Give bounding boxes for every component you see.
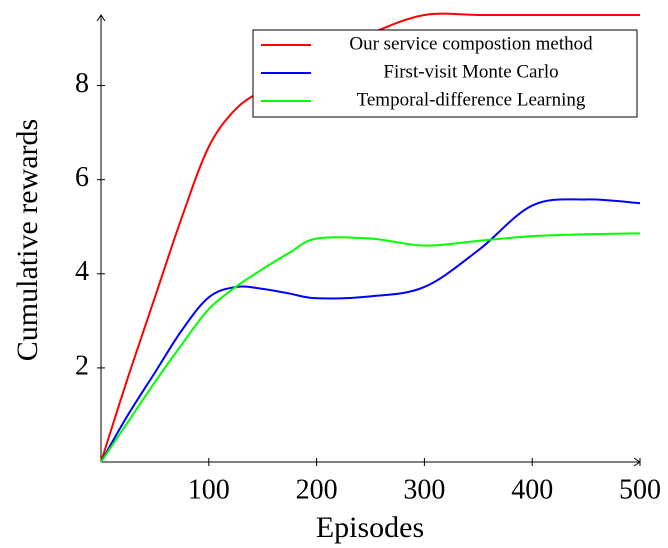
x-tick-label: 100 (188, 474, 230, 505)
x-tick-label: 300 (403, 474, 445, 505)
legend-box (252, 29, 638, 118)
y-axis-label: Cumulative rewards (11, 119, 44, 361)
x-tick-label: 200 (296, 474, 338, 505)
line (100, 232, 641, 463)
x-tick-label: 400 (511, 474, 553, 505)
y-tick-label: 4 (75, 256, 89, 287)
y-tick-label: 8 (75, 68, 89, 99)
y-tick-label: 6 (75, 162, 89, 193)
x-tick-label: 500 (619, 474, 661, 505)
legend-label: Temporal-difference Learning (357, 89, 586, 110)
legend-label: First-visit Monte Carlo (383, 61, 558, 82)
y-axis-arrow (96, 14, 106, 22)
legend-label: Our service compostion method (349, 33, 593, 54)
x-axis-label: Episodes (316, 511, 424, 544)
y-tick-label: 2 (75, 350, 89, 381)
line (100, 198, 641, 463)
